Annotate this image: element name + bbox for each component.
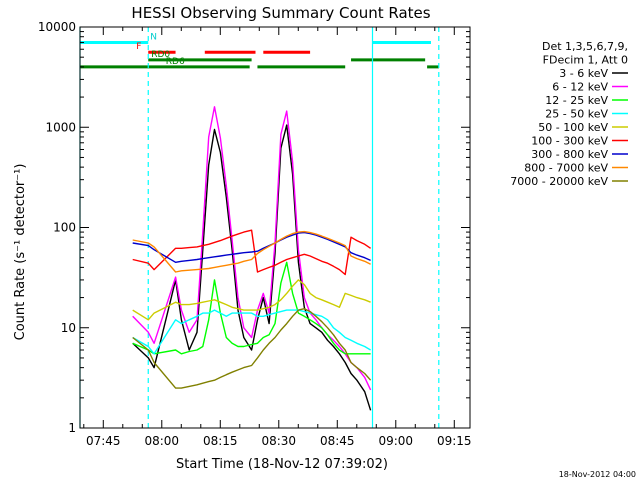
series-line <box>132 230 371 273</box>
series-line <box>132 124 372 411</box>
series-line <box>132 231 371 263</box>
series-line <box>132 106 372 391</box>
legend-entry-label: 12 - 25 keV <box>545 94 608 107</box>
flag-bar-label: RD0 <box>151 50 170 60</box>
series-line <box>132 261 371 355</box>
x-tick-label: 07:45 <box>86 434 121 448</box>
x-axis-label: Start Time (18-Nov-12 07:39:02) <box>176 457 388 472</box>
series-line <box>132 309 371 355</box>
legend-entry-label: 100 - 300 keV <box>531 135 608 148</box>
x-tick-label: 08:45 <box>320 434 355 448</box>
x-tick-label: 08:30 <box>261 434 296 448</box>
legend-header: FDecim 1, Att 0 <box>543 54 628 67</box>
x-tick-label: 08:15 <box>203 434 238 448</box>
legend-entry-label: 800 - 7000 keV <box>524 162 608 175</box>
legend-entry-label: 50 - 100 keV <box>538 121 608 134</box>
x-tick-label: 09:00 <box>378 434 413 448</box>
footer-timestamp: 18-Nov-2012 04:00 <box>559 470 636 479</box>
legend: Det 1,3,5,6,7,9,FDecim 1, Att 03 - 6 keV… <box>510 40 628 188</box>
legend-entry-label: 25 - 50 keV <box>545 108 608 121</box>
flag-bar-label: RD6 <box>166 57 185 67</box>
series-line <box>132 229 371 276</box>
series-line <box>132 279 371 321</box>
y-tick-label: 1 <box>68 421 76 435</box>
flag-bar-label: N <box>150 33 157 43</box>
y-axis-label: Count Rate (s⁻¹ detector⁻¹) <box>13 164 28 341</box>
series-lines <box>132 106 372 411</box>
legend-entry-label: 6 - 12 keV <box>552 81 608 94</box>
y-tick-label: 1000 <box>45 120 76 134</box>
legend-entry-label: 7000 - 20000 keV <box>510 175 608 188</box>
x-tick-label: 09:15 <box>437 434 472 448</box>
series-line <box>132 308 372 389</box>
y-tick-label: 10 <box>61 321 76 335</box>
flag-bar-label: F <box>136 42 141 52</box>
legend-entry-label: 3 - 6 keV <box>559 67 608 80</box>
y-tick-label: 100 <box>53 221 76 235</box>
axis-ticks: 07:45 08:00 08:15 08:30 08:45 09:00 09:15 1 10 10… <box>38 20 472 448</box>
legend-entry-label: 300 - 800 keV <box>531 148 608 161</box>
chart-title: HESSI Observing Summary Count Rates <box>131 4 430 22</box>
x-tick-label: 08:00 <box>144 434 179 448</box>
y-tick-label: 10000 <box>38 20 76 34</box>
legend-header: Det 1,3,5,6,7,9, <box>542 40 628 53</box>
